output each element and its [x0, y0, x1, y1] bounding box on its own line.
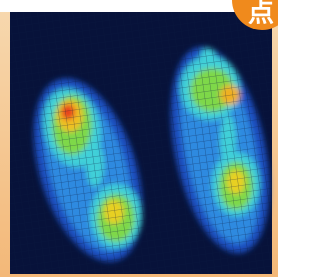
- badge-text: 点: [248, 0, 274, 29]
- screenshot: 点: [0, 0, 278, 277]
- grid-overlay: [10, 12, 272, 274]
- page: 点 (() => { const data = JSON.parse(docum…: [0, 0, 278, 277]
